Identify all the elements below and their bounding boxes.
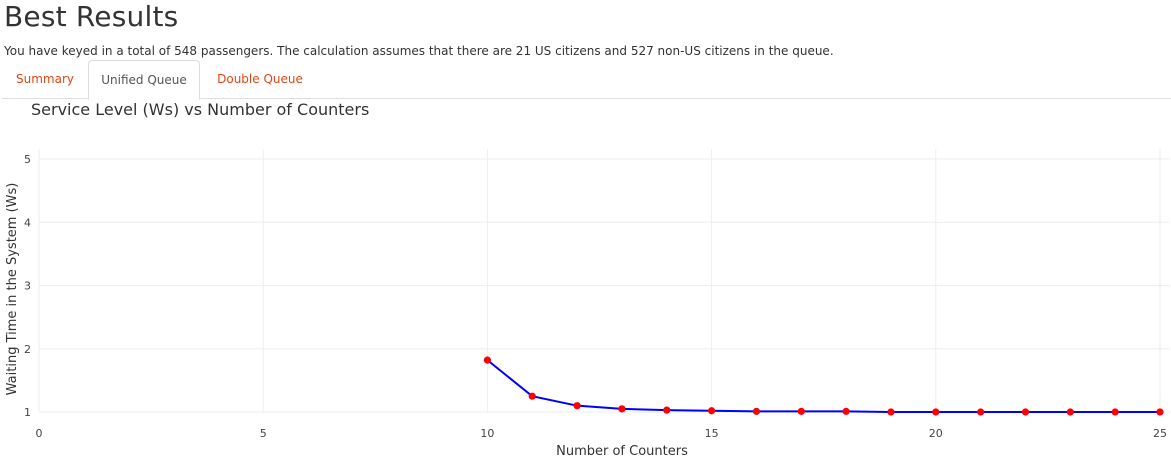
data-point (797, 407, 805, 415)
tab-unified-queue[interactable]: Unified Queue (88, 60, 200, 100)
data-point (1111, 408, 1119, 416)
data-point (618, 405, 626, 413)
page-title: Best Results (4, 0, 179, 33)
data-point (842, 407, 850, 415)
grid-layer (38, 149, 1170, 413)
data-point (1066, 408, 1074, 416)
data-point (483, 356, 491, 364)
chart-svg: Service Level (Ws) vs Number of Counters… (5, 100, 1170, 459)
data-point (887, 408, 895, 416)
service-level-chart: Service Level (Ws) vs Number of Counters… (0, 99, 1171, 461)
data-point (932, 408, 940, 416)
x-tick-label: 25 (1153, 427, 1167, 440)
data-point (752, 407, 761, 415)
y-tick-label: 4 (24, 216, 31, 229)
data-point (663, 406, 671, 414)
tab-double-queue[interactable]: Double Queue (217, 72, 303, 86)
tab-summary[interactable]: Summary (16, 72, 74, 86)
passenger-summary-text: You have keyed in a total of 548 passeng… (4, 44, 834, 58)
y-axis-label: Waiting Time in the System (Ws) (5, 183, 20, 396)
y-tick-label: 2 (24, 343, 31, 356)
series-layer (483, 356, 1164, 416)
data-point (1156, 408, 1164, 416)
y-tick-label: 3 (24, 280, 31, 293)
data-point (573, 402, 581, 410)
x-axis-label: Number of Counters (556, 444, 688, 459)
data-point (1021, 408, 1030, 416)
data-point (708, 407, 716, 415)
x-tick-label: 5 (260, 427, 267, 440)
x-tick-label: 10 (480, 427, 494, 440)
x-tick-label: 20 (929, 427, 943, 440)
chart-title: Service Level (Ws) vs Number of Counters (31, 100, 369, 119)
data-point (977, 408, 985, 416)
y-tick-labels: 1 2 3 4 5 (24, 153, 31, 419)
data-point (528, 392, 536, 400)
series-line (486, 359, 1160, 413)
x-tick-label: 0 (36, 427, 43, 440)
results-tabs: Summary Unified Queue Double Queue (2, 60, 1171, 100)
x-tick-labels: 0 5 10 15 20 25 (36, 427, 1168, 440)
x-tick-label: 15 (705, 427, 719, 440)
y-tick-label: 1 (24, 406, 31, 419)
y-tick-label: 5 (24, 153, 31, 166)
